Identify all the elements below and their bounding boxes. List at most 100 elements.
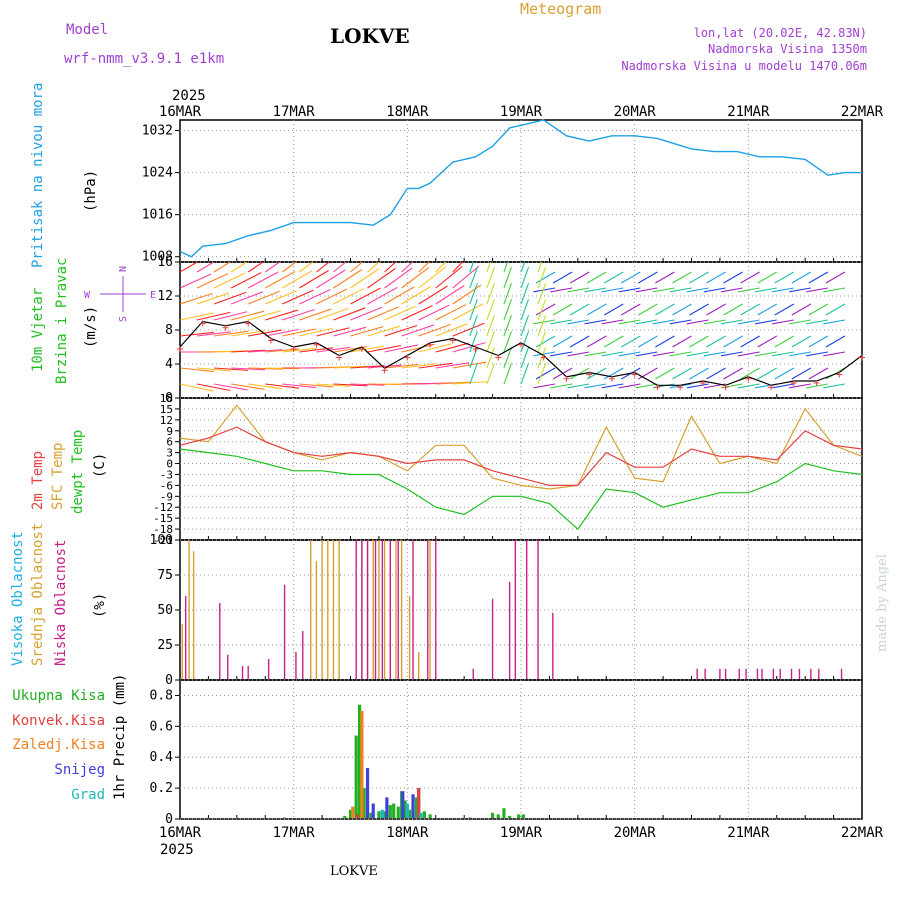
- wind-arrow: [350, 262, 364, 273]
- wind-arrow: [196, 383, 231, 392]
- wind-arrow: [248, 329, 282, 337]
- wind-arrow: [635, 351, 658, 357]
- wind-gust-marker: [859, 354, 865, 361]
- wind-arrow: [520, 331, 530, 353]
- wind-gust-marker: [790, 380, 797, 386]
- wind-arrow: [720, 319, 743, 325]
- wind-gust-marker: [336, 354, 343, 361]
- wind-arrow: [435, 362, 470, 369]
- wind-arrow: [401, 363, 436, 369]
- wind-arrow: [669, 351, 692, 357]
- y-tick-label: 0.2: [150, 781, 173, 796]
- wind-arrow: [435, 381, 470, 385]
- wind-gust-marker: [836, 371, 843, 378]
- wind-arrow: [435, 262, 447, 273]
- wind-gust-marker: [290, 346, 297, 352]
- compass-north: N: [118, 266, 129, 272]
- wind-arrow: [652, 287, 675, 293]
- wind-arrow: [791, 303, 812, 316]
- wind-arrow: [638, 335, 658, 348]
- wind-arrow: [180, 331, 214, 337]
- wind-arrow: [367, 306, 400, 321]
- precip-unit: 1hr Precip (mm): [112, 674, 128, 800]
- wind-arrow: [754, 319, 777, 325]
- wind-arrow: [401, 262, 414, 273]
- y-tick-label: 16: [157, 255, 173, 270]
- pressure-unit: (hPa): [83, 170, 99, 212]
- wind-arrow: [621, 335, 641, 348]
- wind-arrow: [601, 287, 624, 293]
- model-name: wrf-nmm_v3.9.1 e1km: [64, 51, 224, 67]
- wind-arrow: [367, 325, 401, 337]
- wind-arrow: [550, 351, 573, 357]
- y-tick-label: -15: [153, 512, 173, 525]
- wind-arrow: [213, 311, 248, 321]
- wind-arrow: [586, 271, 607, 284]
- wind-arrow: [537, 315, 547, 337]
- wind-arrow: [231, 330, 265, 337]
- wind-arrow: [282, 270, 313, 289]
- y-tick-label: 6: [166, 436, 173, 449]
- wind-arrow: [469, 347, 478, 369]
- total-rain-bar: [357, 704, 362, 818]
- wind-arrow: [486, 331, 495, 353]
- total-rain-bar: [377, 811, 381, 818]
- wind-arrow: [584, 351, 607, 357]
- wind-arrow: [586, 303, 607, 316]
- temp-label-2: SFC Temp: [50, 443, 66, 510]
- wind-arrow: [350, 365, 385, 369]
- wind-arrow: [486, 363, 495, 385]
- wind-arrow: [196, 331, 231, 337]
- temp-label-1: 2m Temp: [30, 451, 46, 510]
- y-tick-label: -12: [153, 501, 173, 514]
- wind-arrow: [452, 342, 486, 353]
- snow-bar: [365, 768, 370, 818]
- y-tick-label: 0.4: [150, 750, 174, 765]
- wind-gust-marker: [699, 380, 706, 386]
- wind-arrow: [535, 303, 556, 316]
- wind-arrow: [791, 335, 812, 348]
- wind-arrow: [789, 351, 811, 357]
- wind-arrow: [435, 342, 469, 353]
- wind-arrow: [706, 303, 726, 316]
- y-tick-label: 50: [157, 603, 173, 618]
- total-rain-bar: [414, 797, 419, 818]
- wind-arrow: [823, 319, 846, 325]
- model-label: Model: [66, 22, 108, 38]
- wind-arrow: [621, 303, 641, 316]
- time-label-top: 16MAR: [159, 104, 202, 120]
- wind-gust-marker: [381, 367, 388, 374]
- wind-arrow: [757, 303, 778, 316]
- wind-arrow: [350, 268, 379, 289]
- wind-arrow: [567, 351, 590, 357]
- wind-arrow: [586, 335, 607, 348]
- wind-arrow: [823, 351, 846, 357]
- wind-gust-marker: [540, 354, 547, 361]
- wind-arrow: [231, 310, 265, 321]
- wind-arrow: [230, 272, 262, 289]
- wind-arrow: [808, 303, 829, 316]
- wind-arrow: [350, 287, 381, 305]
- wind-arrow: [706, 271, 726, 284]
- wind-arrow: [299, 270, 329, 289]
- wind-arrow: [569, 303, 590, 316]
- y-tick-label: 0: [165, 391, 173, 406]
- wind-arrow: [808, 335, 829, 348]
- lonlat-text: lon,lat (20.02E, 42.83N): [694, 26, 867, 40]
- wind-gust-marker: [358, 346, 365, 352]
- wind-gust-marker: [768, 384, 775, 391]
- wind-arrow: [552, 335, 573, 348]
- wind-arrow: [401, 343, 435, 353]
- wind-arrow: [452, 303, 484, 321]
- wind-arrow: [669, 287, 692, 293]
- wind-arrow: [669, 383, 692, 389]
- wind-arrow: [655, 367, 675, 380]
- wind-arrow: [535, 335, 556, 348]
- wind-arrow: [299, 262, 314, 273]
- wind-arrow: [231, 367, 266, 371]
- wind-arrow: [537, 299, 547, 321]
- wind-arrow: [418, 343, 452, 353]
- y-tick-label: 1024: [142, 166, 173, 181]
- wind-arrow: [503, 262, 509, 273]
